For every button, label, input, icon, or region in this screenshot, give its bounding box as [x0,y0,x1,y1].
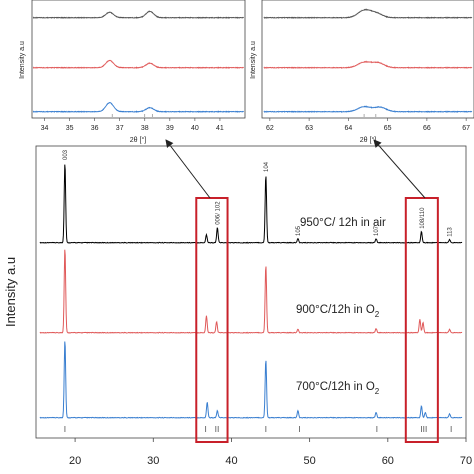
inset-left-reference-ticks [111,114,153,117]
inset-left-frame [31,0,246,119]
main-traces [39,164,463,419]
main-y-axis-title: Intensity a.u [3,257,18,327]
main-plot: 003 006/ 102 104 105 107 108/110 113 20 30 40 50 6… [3,145,472,467]
highlight-box [195,197,229,443]
condition-label-950: 950°C/ 12h in air [300,217,386,229]
main-plot-frame [35,145,467,439]
inset-x-tick-label: 67 [462,125,470,132]
inset-left: 34 35 36 37 38 39 40 41 Intensity a.u 2θ [°] [19,0,246,144]
main-reference-ticks [64,426,452,432]
miller-index-label: 003 [63,149,69,160]
miller-index-label: 107 [374,225,380,236]
x-tick-label: 20 [69,455,81,467]
inset-right-x-ticks: 62 63 64 65 66 67 [266,118,470,132]
inset-right-traces [263,8,473,113]
arrow-to-right-inset [373,139,426,199]
inset-series-line-2 [263,105,473,113]
series-line-2 [39,341,463,419]
miller-index-label: 006/ 102 [215,201,221,225]
inset-left-x-ticks: 34 35 36 37 38 39 40 41 [41,118,224,132]
highlight-boxes [195,197,439,443]
inset-right-frame [261,0,474,119]
series-line-1 [39,249,463,334]
inset-x-tick-label: 41 [216,125,224,132]
inset-x-tick-label: 64 [344,125,352,132]
inset-right-x-axis-title: 2θ [°] [360,136,376,144]
condition-label-900: 900°C/12h in O2 [296,304,380,319]
inset-x-tick-label: 66 [423,125,431,132]
inset-x-tick-label: 40 [191,125,199,132]
inset-right-reference-ticks [363,114,377,117]
inset-left-traces [32,10,244,113]
inset-x-tick-label: 35 [66,125,74,132]
inset-x-tick-label: 63 [305,125,313,132]
x-tick-label: 40 [225,455,237,467]
miller-index-label: 108/110 [420,207,426,229]
main-x-ticks: 20 30 40 50 60 70 [69,438,472,467]
x-tick-label: 30 [147,455,159,467]
inset-x-tick-label: 65 [384,125,392,132]
inset-x-tick-label: 36 [91,125,99,132]
inset-x-tick-label: 37 [116,125,124,132]
inset-right-y-axis-title: Intensity a.u [250,41,257,79]
inset-series-line-0 [263,8,473,19]
inset-right: 62 63 64 65 66 67 Intensity a.u 2θ [°] [250,0,474,144]
miller-index-label: 104 [264,161,270,172]
inset-series-line-0 [32,10,244,19]
inset-left-x-axis-title: 2θ [°] [130,136,146,144]
miller-index-label: 113 [448,227,454,237]
inset-x-tick-label: 34 [41,125,49,132]
condition-label-700: 700°C/12h in O2 [296,381,380,396]
inset-series-line-1 [263,60,473,69]
x-tick-label: 70 [460,455,472,467]
x-tick-label: 50 [304,455,316,467]
inset-x-tick-label: 39 [166,125,174,132]
arrow-to-left-inset [165,139,211,199]
highlight-box [404,197,439,443]
main-miller-labels: 003 006/ 102 104 105 107 108/110 113 [63,149,454,236]
series-line-0 [39,164,463,244]
inset-series-line-2 [32,102,244,113]
x-tick-label: 60 [382,455,394,467]
inset-left-y-axis-title: Intensity a.u [19,41,26,79]
inset-x-tick-label: 38 [141,125,149,132]
inset-series-line-1 [32,59,244,69]
miller-index-label: 105 [296,225,302,236]
inset-x-tick-label: 62 [266,125,274,132]
